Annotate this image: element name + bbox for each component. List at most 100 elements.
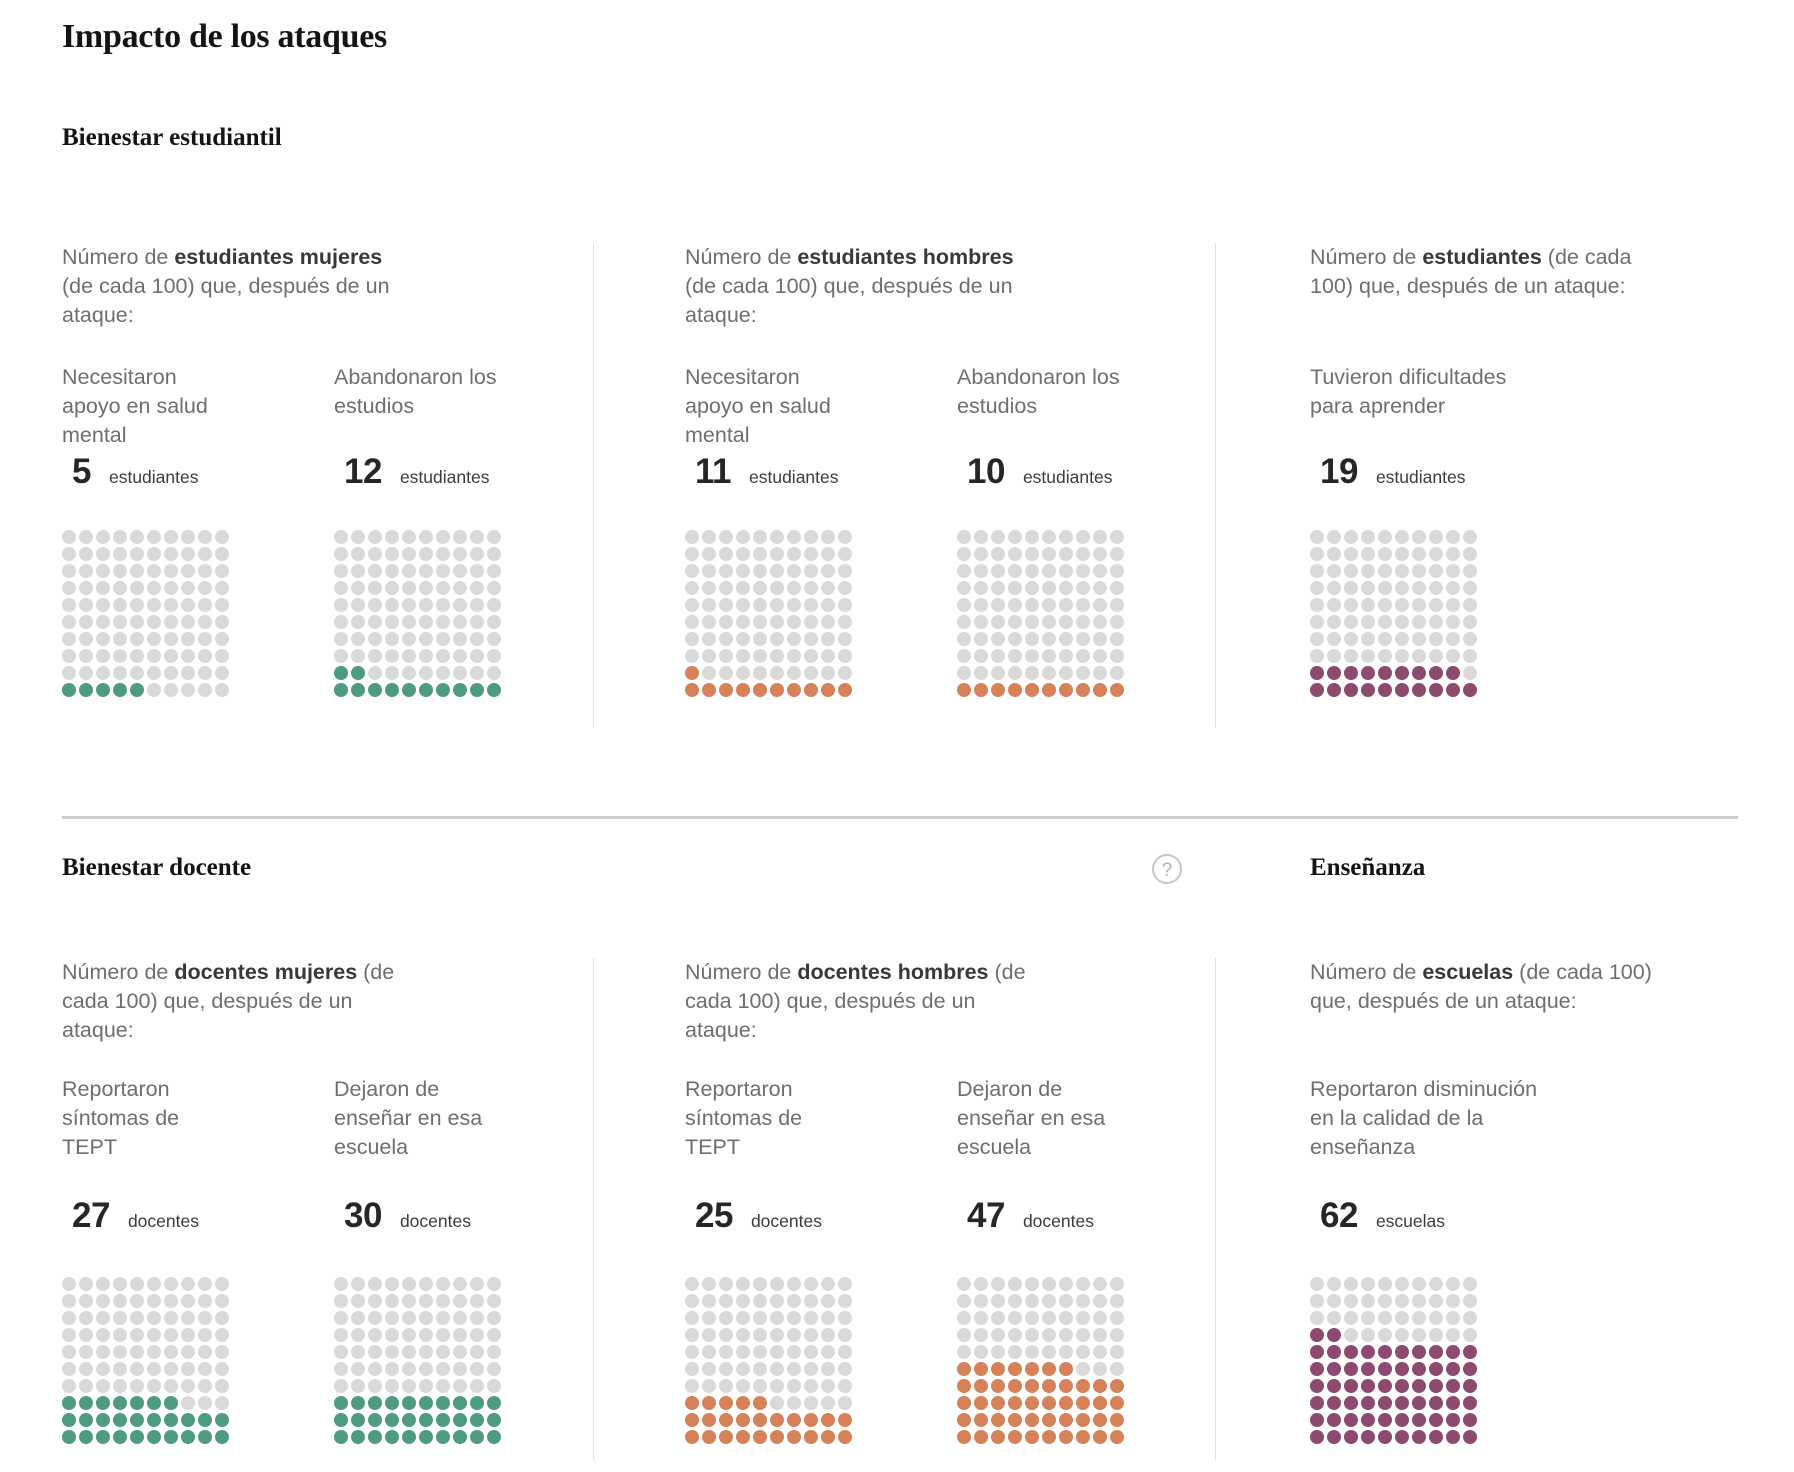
column-divider bbox=[1215, 243, 1216, 728]
intro-text: Número de bbox=[62, 245, 175, 269]
waffle-dot bbox=[1025, 530, 1039, 544]
waffle-dot bbox=[1378, 547, 1392, 561]
chart-apoyo-salud-mental-hombres: Necesitaron apoyo en salud mental 11 est… bbox=[685, 363, 945, 697]
waffle-dot bbox=[957, 581, 971, 595]
waffle-dot bbox=[436, 1294, 450, 1308]
waffle-dot bbox=[147, 666, 161, 680]
waffle-dot bbox=[334, 1277, 348, 1291]
waffle-dot bbox=[96, 683, 110, 697]
waffle-dot bbox=[685, 666, 699, 680]
waffle-dot bbox=[1093, 1328, 1107, 1342]
waffle-dot bbox=[385, 1413, 399, 1427]
waffle-dot bbox=[470, 564, 484, 578]
waffle-dot bbox=[1093, 547, 1107, 561]
waffle-dot bbox=[1412, 1328, 1426, 1342]
waffle-dot bbox=[215, 581, 229, 595]
waffle-dot bbox=[1361, 632, 1375, 646]
waffle-dot bbox=[402, 564, 416, 578]
waffle-dot bbox=[181, 632, 195, 646]
waffle-dot bbox=[736, 547, 750, 561]
waffle-dot bbox=[385, 1345, 399, 1359]
waffle-dot bbox=[96, 530, 110, 544]
waffle-dot bbox=[487, 615, 501, 629]
waffle-dot bbox=[351, 1277, 365, 1291]
waffle-dot bbox=[1110, 1379, 1124, 1393]
waffle-dot bbox=[821, 564, 835, 578]
waffle-dot bbox=[147, 615, 161, 629]
waffle-dot bbox=[1008, 598, 1022, 612]
waffle-dot bbox=[62, 683, 76, 697]
waffle-dot bbox=[1008, 632, 1022, 646]
waffle-dot bbox=[719, 1328, 733, 1342]
waffle-dot bbox=[974, 632, 988, 646]
waffle-dot bbox=[1463, 564, 1477, 578]
waffle-dot bbox=[79, 1277, 93, 1291]
waffle-dot bbox=[1429, 598, 1443, 612]
waffle-dot bbox=[821, 1345, 835, 1359]
waffle-dot bbox=[1361, 1413, 1375, 1427]
waffle-dot bbox=[198, 666, 212, 680]
waffle-dot bbox=[79, 547, 93, 561]
waffle-dot bbox=[685, 1345, 699, 1359]
waffle-dot bbox=[1042, 1396, 1056, 1410]
waffle-dot bbox=[838, 581, 852, 595]
waffle-dot bbox=[1412, 1294, 1426, 1308]
waffle-dot bbox=[385, 598, 399, 612]
waffle-dot bbox=[215, 598, 229, 612]
waffle-dot bbox=[1395, 1277, 1409, 1291]
waffle-dot bbox=[804, 1396, 818, 1410]
waffle-dot bbox=[1463, 1328, 1477, 1342]
waffle-dot bbox=[1327, 564, 1341, 578]
waffle-dot bbox=[419, 1277, 433, 1291]
waffle-dot bbox=[974, 649, 988, 663]
waffle-dot bbox=[821, 598, 835, 612]
waffle-dot bbox=[753, 1311, 767, 1325]
waffle-dot bbox=[1378, 1277, 1392, 1291]
waffle-dot bbox=[974, 666, 988, 680]
waffle-dot bbox=[487, 1430, 501, 1444]
waffle-dot bbox=[1361, 547, 1375, 561]
waffle-dot bbox=[974, 1379, 988, 1393]
waffle-dot bbox=[991, 1277, 1005, 1291]
waffle-dot bbox=[181, 564, 195, 578]
waffle-dot bbox=[974, 1311, 988, 1325]
waffle-dot bbox=[385, 1328, 399, 1342]
waffle-dot bbox=[685, 1311, 699, 1325]
waffle-dot bbox=[974, 615, 988, 629]
waffle-dot bbox=[821, 1277, 835, 1291]
waffle-dot bbox=[181, 1294, 195, 1308]
waffle-chart bbox=[1310, 1277, 1477, 1444]
waffle-dot bbox=[385, 615, 399, 629]
help-icon[interactable]: ? bbox=[1152, 854, 1182, 884]
chart-unit: estudiantes bbox=[108, 467, 199, 487]
waffle-dot bbox=[1361, 1328, 1375, 1342]
waffle-dot bbox=[334, 1294, 348, 1308]
waffle-dot bbox=[804, 530, 818, 544]
waffle-dot bbox=[1025, 1413, 1039, 1427]
waffle-dot bbox=[164, 1294, 178, 1308]
waffle-dot bbox=[753, 632, 767, 646]
waffle-dot bbox=[957, 1294, 971, 1308]
waffle-dot bbox=[1463, 581, 1477, 595]
waffle-dot bbox=[1076, 598, 1090, 612]
chart-label: Abandonaron los estudios bbox=[957, 365, 1120, 418]
waffle-dot bbox=[685, 1294, 699, 1308]
waffle-dot bbox=[334, 547, 348, 561]
chart-value: 62 bbox=[1320, 1196, 1358, 1235]
waffle-dot bbox=[1395, 1362, 1409, 1376]
waffle-dot bbox=[402, 547, 416, 561]
waffle-dot bbox=[79, 1430, 93, 1444]
waffle-dot bbox=[736, 1294, 750, 1308]
chart-label: Reportaron síntomas de TEPT bbox=[685, 1077, 803, 1159]
waffle-dot bbox=[736, 632, 750, 646]
waffle-dot bbox=[181, 649, 195, 663]
chart-unit: estudiantes bbox=[399, 467, 490, 487]
waffle-dot bbox=[1412, 530, 1426, 544]
section-divider bbox=[62, 816, 1738, 819]
waffle-dot bbox=[62, 1362, 76, 1376]
waffle-dot bbox=[1310, 1294, 1324, 1308]
chart-value: 5 bbox=[72, 452, 91, 491]
waffle-dot bbox=[736, 564, 750, 578]
waffle-dot bbox=[753, 547, 767, 561]
waffle-dot bbox=[1327, 1277, 1341, 1291]
